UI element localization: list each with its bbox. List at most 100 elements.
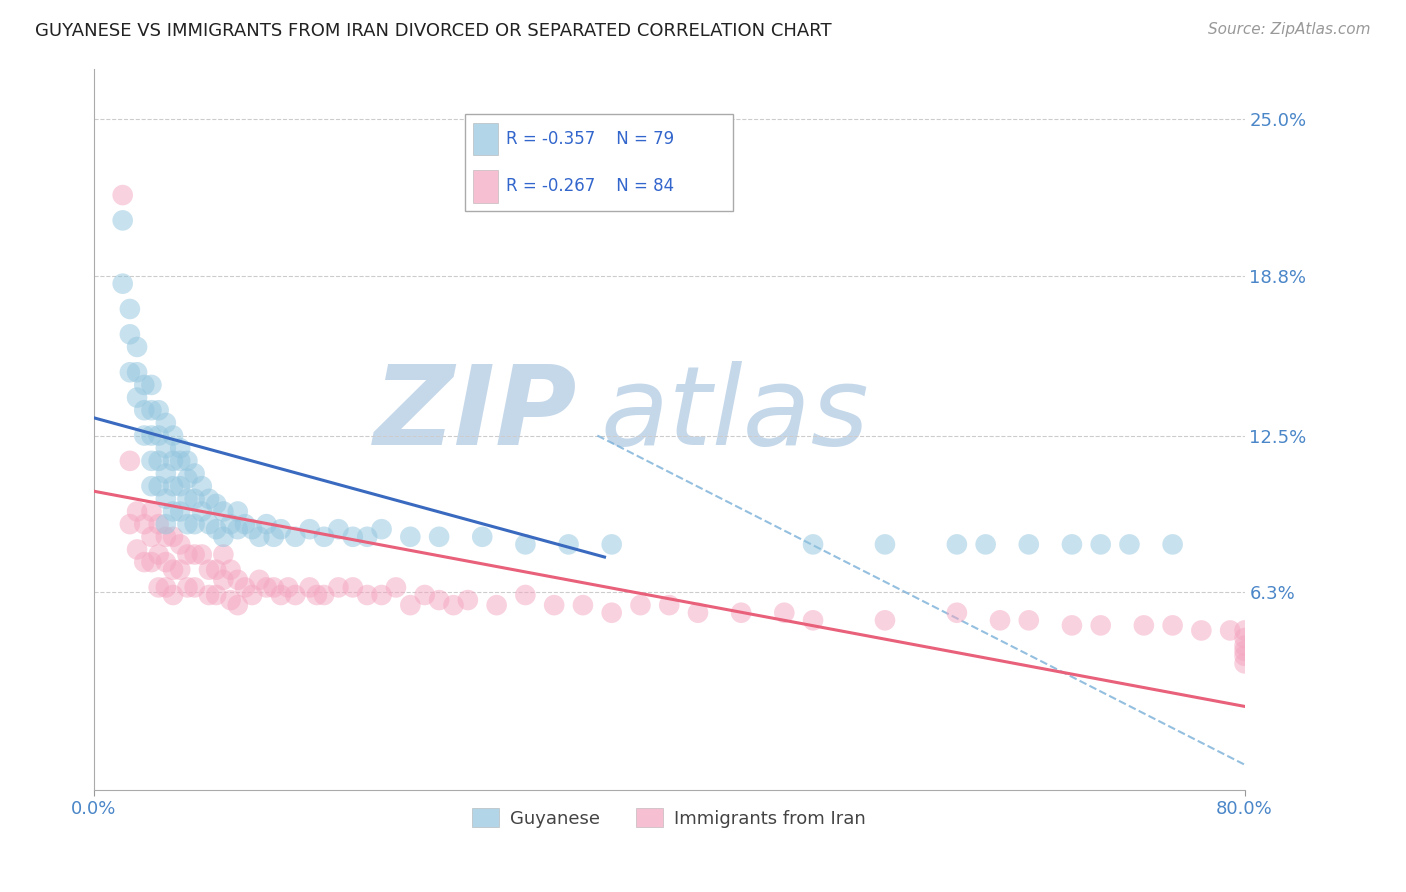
Point [256,517,278,532]
Point [873,613,896,627]
Point [125,542,148,557]
Point [155,441,177,455]
Point [162,428,184,442]
Point [1233,624,1256,638]
Point [183,517,205,532]
Point [630,598,652,612]
Point [141,428,163,442]
Point [219,517,242,532]
Point [328,522,350,536]
Point [543,598,565,612]
Point [226,522,249,536]
Point [312,588,335,602]
Point [148,548,170,562]
Point [141,479,163,493]
Point [169,537,191,551]
Point [1233,631,1256,645]
Point [148,479,170,493]
Point [801,537,824,551]
Point [205,497,228,511]
Point [169,454,191,468]
Point [169,563,191,577]
Point [111,277,134,291]
Point [270,522,292,536]
Point [600,606,623,620]
Point [658,598,681,612]
Point [1233,643,1256,657]
Point [134,403,156,417]
Point [141,504,163,518]
Point [155,530,177,544]
Point [298,522,321,536]
Point [457,593,479,607]
Point [730,606,752,620]
Point [118,327,141,342]
Point [134,517,156,532]
Point [1090,537,1112,551]
Point [240,588,263,602]
Point [205,522,228,536]
Point [1060,537,1083,551]
Point [1018,613,1040,627]
Point [1133,618,1156,632]
Point [219,593,242,607]
Point [263,581,285,595]
Text: GUYANESE VS IMMIGRANTS FROM IRAN DIVORCED OR SEPARATED CORRELATION CHART: GUYANESE VS IMMIGRANTS FROM IRAN DIVORCE… [35,22,832,40]
Point [134,555,156,569]
Point [1161,618,1184,632]
Point [873,537,896,551]
Point [148,517,170,532]
Point [148,454,170,468]
Point [356,588,378,602]
Point [148,581,170,595]
Point [443,598,465,612]
Point [240,522,263,536]
Point [191,548,214,562]
Point [169,479,191,493]
Point [155,555,177,569]
Point [572,598,595,612]
Point [1233,657,1256,671]
Point [183,491,205,506]
Point [247,573,270,587]
Point [212,573,235,587]
Point [370,588,392,602]
Point [413,588,436,602]
Point [141,530,163,544]
Point [155,491,177,506]
Text: ZIP: ZIP [374,361,578,468]
Point [312,530,335,544]
Point [183,467,205,481]
Point [600,537,623,551]
Point [1161,537,1184,551]
Point [399,598,422,612]
Point [277,581,299,595]
Point [198,517,221,532]
Point [176,548,198,562]
Point [946,606,969,620]
Point [305,588,328,602]
Point [148,428,170,442]
Point [134,428,156,442]
Point [141,403,163,417]
Point [1233,648,1256,663]
Point [118,301,141,316]
Point [176,581,198,595]
Point [226,504,249,518]
Point [183,581,205,595]
Point [974,537,997,551]
Point [155,581,177,595]
Point [141,555,163,569]
Point [198,563,221,577]
Text: atlas: atlas [600,361,869,468]
Point [284,588,307,602]
Point [162,563,184,577]
Point [427,530,450,544]
Point [134,378,156,392]
Point [125,391,148,405]
Point [169,504,191,518]
Point [191,504,214,518]
Point [125,340,148,354]
Point [801,613,824,627]
Point [342,530,364,544]
